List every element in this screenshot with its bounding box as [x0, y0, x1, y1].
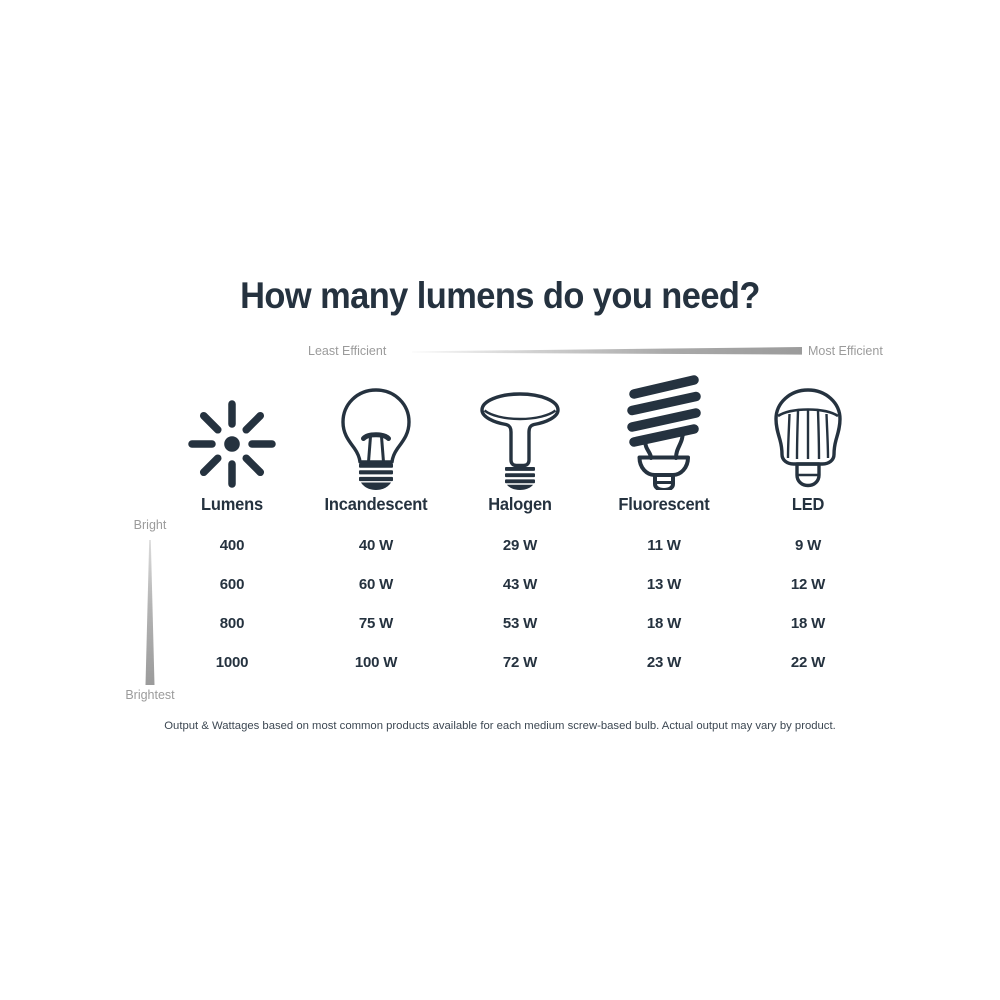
table-row: 400 40 W 29 W 11 W 9 W	[160, 537, 880, 554]
halogen-reflector-bulb-icon	[480, 392, 560, 490]
icon-cell-fluorescent	[592, 372, 736, 490]
icon-cell-incandescent	[304, 372, 448, 490]
cell-incandescent: 40 W	[358, 537, 394, 554]
cell-led: 18 W	[790, 615, 826, 632]
cell-halogen: 43 W	[502, 576, 538, 593]
cfl-spiral-bulb-icon	[627, 375, 701, 490]
cell-lumens: 600	[219, 576, 245, 593]
column-header-incandescent: Incandescent	[324, 494, 428, 514]
icon-cell-led	[736, 372, 880, 490]
page-title: How many lumens do you need?	[240, 275, 760, 316]
brightness-gradient-wedge	[145, 540, 155, 685]
sun-rays-icon	[188, 400, 276, 488]
cell-halogen: 72 W	[502, 654, 538, 671]
cell-fluorescent: 23 W	[646, 654, 682, 671]
cell-incandescent: 100 W	[354, 654, 398, 671]
column-header-lumens: Lumens	[201, 494, 263, 514]
bright-label: Bright	[133, 518, 167, 532]
least-efficient-label: Least Efficient	[308, 344, 387, 358]
column-header-led: LED	[791, 494, 825, 514]
cell-fluorescent: 13 W	[646, 576, 682, 593]
cell-halogen: 29 W	[502, 537, 538, 554]
cell-fluorescent: 18 W	[646, 615, 682, 632]
cell-led: 22 W	[790, 654, 826, 671]
brightest-label: Brightest	[125, 688, 175, 702]
led-bulb-icon	[774, 388, 842, 488]
column-header-halogen: Halogen	[488, 494, 552, 514]
cell-lumens: 400	[219, 537, 245, 554]
footnote-text: Output & Wattages based on most common p…	[164, 720, 836, 732]
efficiency-gradient-wedge	[412, 347, 802, 355]
icon-cell-halogen	[448, 372, 592, 490]
lumens-wattage-table: Lumens Incandescent Halogen Fluorescent …	[160, 372, 880, 671]
cell-fluorescent: 11 W	[647, 537, 681, 554]
cell-lumens: 1000	[215, 654, 249, 671]
table-row: 800 75 W 53 W 18 W 18 W	[160, 615, 880, 632]
table-row: 1000 100 W 72 W 23 W 22 W	[160, 654, 880, 671]
cell-lumens: 800	[219, 615, 245, 632]
efficiency-scale: Least Efficient Most Efficient	[300, 343, 900, 365]
cell-led: 12 W	[790, 576, 826, 593]
cell-led: 9 W	[794, 537, 822, 554]
incandescent-bulb-icon	[341, 388, 411, 490]
most-efficient-label: Most Efficient	[808, 344, 883, 358]
cell-incandescent: 75 W	[358, 615, 394, 632]
cell-halogen: 53 W	[502, 615, 538, 632]
table-header-row: Lumens Incandescent Halogen Fluorescent …	[160, 494, 880, 515]
icon-row	[160, 372, 880, 490]
cell-incandescent: 60 W	[358, 576, 394, 593]
table-row: 600 60 W 43 W 13 W 12 W	[160, 576, 880, 593]
icon-cell-lumens	[160, 372, 304, 490]
column-header-fluorescent: Fluorescent	[618, 494, 710, 514]
brightness-scale: Bright Brightest	[95, 518, 205, 708]
